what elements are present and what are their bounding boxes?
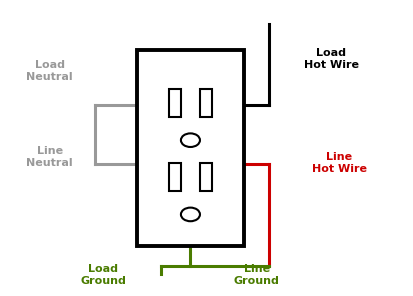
Text: Load
Neutral: Load Neutral	[26, 60, 73, 82]
Circle shape	[180, 207, 199, 221]
Text: Load
Ground: Load Ground	[81, 264, 126, 287]
Bar	[169, 89, 181, 117]
Text: Line
Ground: Line Ground	[233, 264, 279, 287]
Bar	[199, 163, 211, 191]
Bar	[136, 50, 244, 246]
Text: Line
Neutral: Line Neutral	[26, 146, 73, 168]
Circle shape	[180, 133, 199, 147]
Text: Load
Hot Wire: Load Hot Wire	[303, 48, 358, 70]
Bar	[199, 89, 211, 117]
Text: Line
Hot Wire: Line Hot Wire	[311, 152, 366, 174]
Bar	[169, 163, 181, 191]
